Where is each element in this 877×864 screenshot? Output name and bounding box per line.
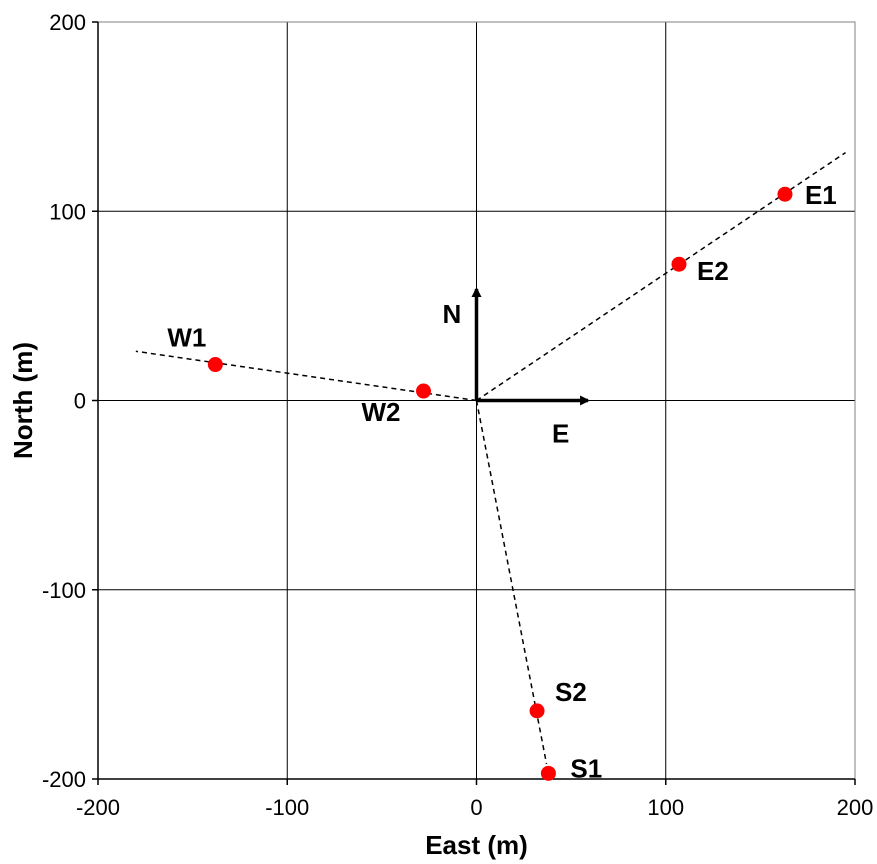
x-tick-label-1: -100 <box>265 795 309 820</box>
data-points: E1 E2 W1 W2 S2 S1 <box>167 180 836 783</box>
direction-line-2 <box>475 400 548 765</box>
x-axis-title: East (m) <box>425 830 528 860</box>
x-tick-label-4: 200 <box>837 795 874 820</box>
y-tick-label-1: -100 <box>42 578 86 603</box>
y-tick-label-4: 200 <box>49 10 86 35</box>
compass: NE <box>443 286 591 449</box>
data-point-w1 <box>207 357 223 373</box>
x-tick-label-0: -200 <box>76 795 120 820</box>
data-point-e2 <box>671 256 687 272</box>
y-tick-label-0: -200 <box>42 767 86 792</box>
y-tick-label-2: 0 <box>74 389 86 414</box>
y-axis-title: North (m) <box>8 342 38 459</box>
data-point-s2 <box>529 703 545 719</box>
point-label-w1: W1 <box>167 323 206 353</box>
data-point-w2 <box>416 383 432 399</box>
point-label-s1: S1 <box>570 753 602 783</box>
data-point-s1 <box>540 765 556 781</box>
x-tick-label-2: 0 <box>470 795 482 820</box>
tick-labels: -200 -100 0 100 200 -200 -100 0 100 200 <box>42 10 873 820</box>
y-tick-label-3: 100 <box>49 199 86 224</box>
east-label: E <box>552 419 569 449</box>
point-label-e1: E1 <box>805 180 837 210</box>
north-label: N <box>443 299 462 329</box>
data-point-e1 <box>777 186 793 202</box>
direction-lines <box>135 151 846 765</box>
point-label-e2: E2 <box>697 256 729 286</box>
x-tick-label-3: 100 <box>647 795 684 820</box>
point-label-s2: S2 <box>555 677 587 707</box>
point-label-w2: W2 <box>362 397 401 427</box>
